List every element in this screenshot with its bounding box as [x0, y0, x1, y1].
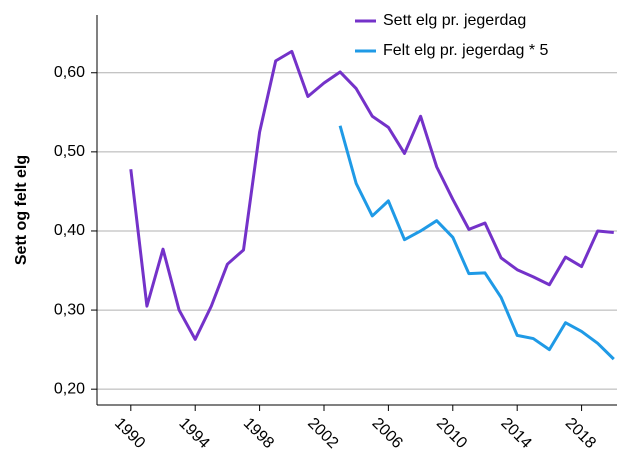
y-tick-label: 0,50 [54, 143, 85, 160]
y-axis-label: Sett og felt elg [13, 155, 30, 265]
x-tick-label: 2002 [304, 415, 341, 452]
x-tick-label: 2018 [562, 415, 599, 452]
legend-label: Felt elg pr. jegerdag * 5 [383, 42, 549, 59]
y-tick-label: 0,20 [54, 380, 85, 397]
y-tick-label: 0,40 [54, 222, 85, 239]
x-tick-label: 1998 [240, 415, 277, 452]
y-tick-label: 0,30 [54, 301, 85, 318]
x-tick-label: 2010 [433, 415, 470, 452]
series-line [129, 49, 614, 341]
y-tick-label: 0,60 [54, 64, 85, 81]
x-tick-label: 2006 [369, 415, 406, 452]
series-line [338, 125, 615, 361]
x-tick-label: 2014 [497, 415, 534, 452]
x-tick-label: 1994 [175, 415, 212, 452]
x-tick-label: 1990 [111, 415, 148, 452]
legend-label: Sett elg pr. jegerdag [383, 12, 526, 29]
